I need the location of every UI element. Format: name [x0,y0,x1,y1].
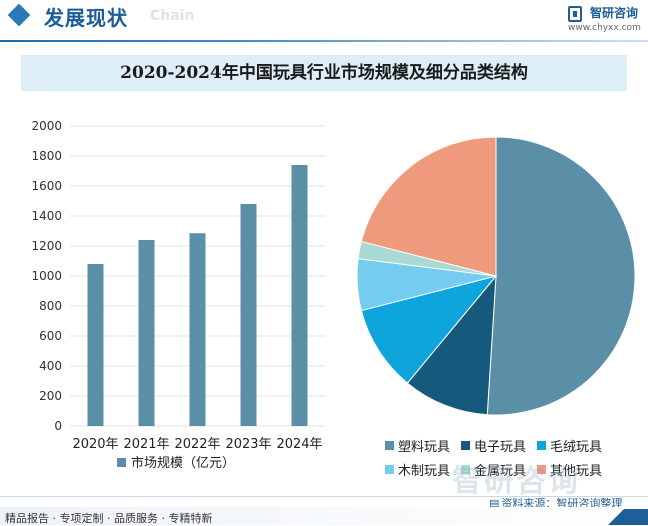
bar-chart: 0 200 400 600 800 1000 1200 1400 1600 1800 2000 202… [31,119,325,471]
source-note: ▤ 资料来源：智研咨询整理 [489,495,622,511]
legend-swatch [385,441,394,450]
legend-swatch [537,441,546,450]
legend-item: 其他玩具 [537,460,602,479]
legend-label: 其他玩具 [550,464,603,479]
bar [138,240,155,426]
legend-label: 市场规模（亿元） [131,455,235,471]
pie-legend: 塑料玩具 电子玩具 毛绒玩具木制玩具 金属玩具 其他玩具 [380,434,648,482]
x-tick-label: 2023年 [225,437,271,452]
watermark: 智研咨询 [452,464,580,499]
y-tick-label: 1400 [31,209,62,223]
header-divider [0,40,648,42]
bar [291,165,308,426]
footer-bar: 精品报告 · 专项定制 · 品质服务 · 专精特新 [0,507,648,525]
legend-label: 电子玩具 [474,440,527,455]
section-subtitle: Chain [150,8,195,24]
legend-item: 塑料玩具 [385,436,450,455]
legend-swatch [537,465,546,474]
brand-logo: 智研咨询 www.chyxx.com [568,6,648,38]
logo-url: www.chyxx.com [568,23,641,33]
y-tick-label: 1000 [31,269,62,283]
diamond-icon [7,3,31,27]
legend-swatch [385,465,394,474]
footer-text: 精品报告 · 专项定制 · 品质服务 · 专精特新 [5,512,213,525]
y-tick-label: 2000 [31,119,62,133]
y-tick-label: 0 [54,419,62,433]
legend-item: 毛绒玩具 [537,436,602,455]
pie-slice [360,275,498,384]
legend-item: 电子玩具 [461,436,526,455]
legend-swatch [461,465,470,474]
legend-label: 毛绒玩具 [550,440,603,455]
document-icon: ▤ [489,497,500,510]
pie-slice [486,136,636,416]
pie-slice [406,274,497,416]
y-tick-label: 1600 [31,179,62,193]
pie-slice [360,136,497,277]
bar [87,264,104,426]
legend-swatch [461,441,470,450]
y-tick-label: 1200 [31,239,62,253]
logo-name: 智研咨询 [590,6,639,20]
x-tick-label: 2024年 [276,437,322,452]
y-tick-label: 800 [39,299,62,313]
legend-label: 木制玩具 [398,464,451,479]
section-title: 发展现状 [44,6,128,30]
y-tick-label: 1800 [31,149,62,163]
legend-item: 金属玩具 [461,460,526,479]
legend-label: 金属玩具 [474,464,527,479]
chart-title-band: 2020-2024年中国玩具行业市场规模及细分品类结构 [21,55,627,91]
footer-divider [0,496,648,497]
x-tick-label: 2020年 [72,437,118,452]
logo-icon [568,6,582,22]
bar [189,233,206,426]
y-tick-label: 400 [39,359,62,373]
source-label: 资料来源：智研咨询整理 [501,497,623,510]
legend-label: 塑料玩具 [398,440,451,455]
x-tick-label: 2021年 [123,437,169,452]
header: 发展现状 Chain 智研咨询 www.chyxx.com [0,0,648,42]
chart-title: 2020-2024年中国玩具行业市场规模及细分品类结构 [120,63,528,83]
legend-swatch [117,458,126,467]
y-tick-label: 200 [39,389,62,403]
pie-chart [356,136,636,416]
y-tick-label: 600 [39,329,62,343]
bar [240,204,257,426]
x-tick-label: 2022年 [174,437,220,452]
legend-item: 木制玩具 [385,460,450,479]
